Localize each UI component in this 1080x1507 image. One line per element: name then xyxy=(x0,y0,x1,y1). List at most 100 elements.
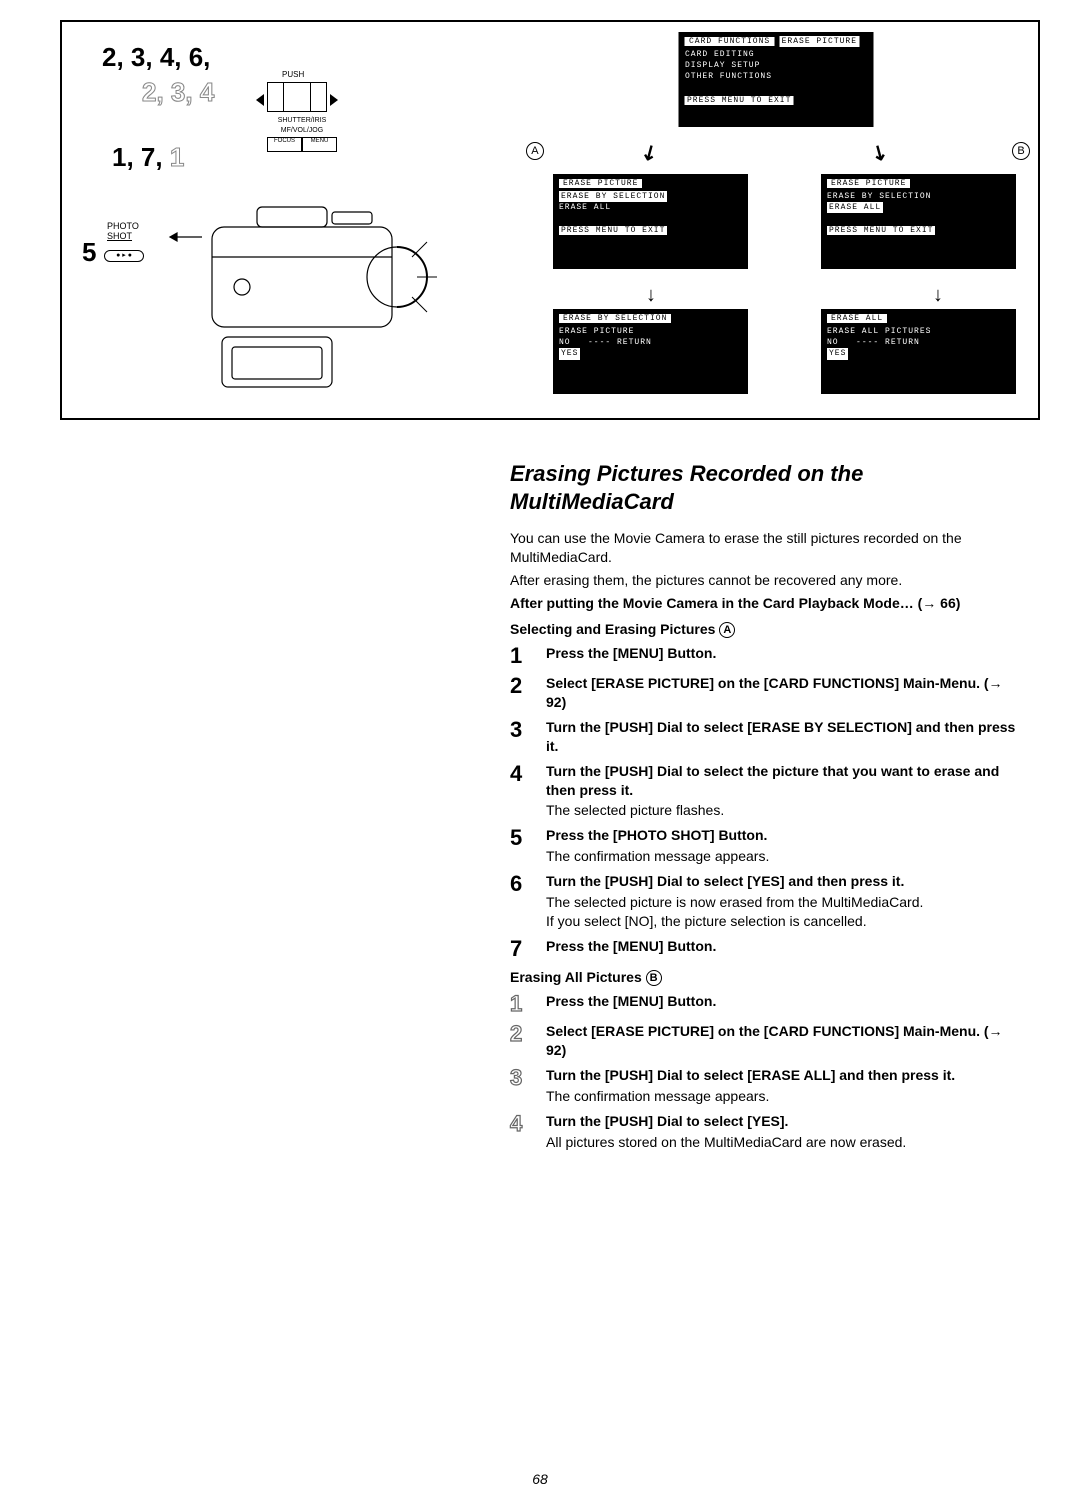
dial-left-arrow-icon xyxy=(256,94,264,106)
step-reference-5: 5 xyxy=(82,237,96,268)
step-a5-text: Press the [PHOTO SHOT] Button. xyxy=(546,827,767,843)
steps-list-a: 1 Press the [MENU] Button. 2 Select [ERA… xyxy=(510,644,1020,961)
menu-b2-no-line: NO ---- RETURN xyxy=(827,337,1010,348)
step-a3: 3 Turn the [PUSH] Dial to select [ERASE … xyxy=(510,718,1020,756)
step-b3-text: Turn the [PUSH] Dial to select [ERASE AL… xyxy=(546,1067,955,1083)
menu-a2-no-line: NO ---- RETURN xyxy=(559,337,742,348)
step-a1-number: 1 xyxy=(510,644,546,668)
step-b2-text: Select [ERASE PICTURE] on the [CARD FUNC… xyxy=(546,1023,1003,1058)
step-b3: 3 Turn the [PUSH] Dial to select [ERASE … xyxy=(510,1066,1020,1106)
dial-right-arrow-icon xyxy=(330,94,338,106)
step-a4-number: 4 xyxy=(510,762,546,821)
step-b3-note: The confirmation message appears. xyxy=(546,1087,955,1106)
figure-left: 2, 3, 4, 6, 2, 3, 4 1, 7, 1 5 PHOTO SHOT… xyxy=(62,22,511,418)
menu-top-header: CARD FUNCTIONS xyxy=(685,37,774,46)
step-a6: 6 Turn the [PUSH] Dial to select [YES] a… xyxy=(510,872,1020,931)
menu-top-item-2: DISPLAY SETUP xyxy=(685,60,868,71)
step-a5: 5 Press the [PHOTO SHOT] Button. The con… xyxy=(510,826,1020,866)
menu-b1-item-1: ERASE ALL xyxy=(827,202,883,213)
step-a3-number: 3 xyxy=(510,718,546,756)
subhead-b-text: Erasing All Pictures xyxy=(510,969,642,985)
subhead-b-circle-icon: B xyxy=(646,970,662,986)
step-reference-17-solid: 1, 7, xyxy=(112,142,163,172)
menu-a1-exit: PRESS MENU TO EXIT xyxy=(559,226,667,235)
menu-top-item-3: OTHER FUNCTIONS xyxy=(685,71,868,82)
menu-b1-item-0: ERASE BY SELECTION xyxy=(827,191,1010,202)
menu-b2-no: NO xyxy=(827,338,839,347)
menu-a2-line1: ERASE PICTURE xyxy=(559,326,742,337)
focus-label: FOCUS xyxy=(267,137,302,152)
step-a7: 7 Press the [MENU] Button. xyxy=(510,937,1020,961)
step-a4: 4 Turn the [PUSH] Dial to select the pic… xyxy=(510,762,1020,821)
menu-top-exit: PRESS MENU TO EXIT xyxy=(685,96,793,105)
steps-list-b: 1 Press the [MENU] Button. 2 Select [ERA… xyxy=(510,992,1020,1152)
figure-right-menus: CARD FUNCTIONS ERASE PICTURE CARD EDITIN… xyxy=(511,22,1038,418)
subhead-a-text: Selecting and Erasing Pictures xyxy=(510,621,715,637)
photo-shot-button-icon: ● ▸ ● xyxy=(104,250,144,262)
menu-top-item-1: CARD EDITING xyxy=(685,49,868,60)
photo-shot-label: PHOTO SHOT xyxy=(107,222,139,242)
step-a2-number: 2 xyxy=(510,674,546,712)
menu-b2-line1: ERASE ALL PICTURES xyxy=(827,326,1010,337)
step-a5-number: 5 xyxy=(510,826,546,866)
step-reference-2346: 2, 3, 4, 6, xyxy=(102,42,210,73)
arrow-down-icon-right: ↓ xyxy=(933,284,943,307)
step-b1-number: 1 xyxy=(510,992,546,1016)
step-a3-text: Turn the [PUSH] Dial to select [ERASE BY… xyxy=(546,719,1015,754)
step-b3-number: 3 xyxy=(510,1066,546,1106)
step-a5-note: The confirmation message appears. xyxy=(546,847,769,866)
push-label: PUSH xyxy=(282,70,304,79)
subhead-a-circle-icon: A xyxy=(719,622,735,638)
menu-a2-yes: YES xyxy=(559,348,580,359)
step-b2-number: 2 xyxy=(510,1022,546,1060)
step-a4-note: The selected picture flashes. xyxy=(546,801,1020,820)
subhead-b: Erasing All Pictures B xyxy=(510,969,1020,986)
step-a7-text: Press the [MENU] Button. xyxy=(546,938,716,954)
step-reference-1-outline: 1 xyxy=(170,142,184,172)
page-number: 68 xyxy=(532,1471,548,1487)
shot-label: SHOT xyxy=(107,232,139,242)
menu-card-functions: CARD FUNCTIONS ERASE PICTURE CARD EDITIN… xyxy=(679,32,874,127)
intro-p2: After erasing them, the pictures cannot … xyxy=(510,571,1020,590)
menu-erase-picture-a: ERASE PICTURE ERASE BY SELECTION ERASE A… xyxy=(553,174,748,269)
menu-top-item-0: ERASE PICTURE xyxy=(780,36,859,47)
menu-b2-dash: ---- RETURN xyxy=(856,338,920,347)
step-a2: 2 Select [ERASE PICTURE] on the [CARD FU… xyxy=(510,674,1020,712)
step-a6-number: 6 xyxy=(510,872,546,931)
step-b4-note: All pictures stored on the MultiMediaCar… xyxy=(546,1133,906,1152)
subhead-a: Selecting and Erasing Pictures A xyxy=(510,621,1020,638)
step-b4-text: Turn the [PUSH] Dial to select [YES]. xyxy=(546,1113,788,1129)
dial-bottom-labels: FOCUS MENU xyxy=(267,137,337,152)
arrow-down-left-icon: ↙ xyxy=(636,137,663,167)
menu-erase-by-selection: ERASE BY SELECTION ERASE PICTURE NO ----… xyxy=(553,309,748,394)
menu-b2-header: ERASE ALL xyxy=(827,314,887,323)
menu-a1-item-1: ERASE ALL xyxy=(559,202,742,213)
step-a6-text: Turn the [PUSH] Dial to select [YES] and… xyxy=(546,873,904,889)
menu-a2-no: NO xyxy=(559,338,571,347)
camcorder-illustration xyxy=(162,187,462,397)
step-b4-number: 4 xyxy=(510,1112,546,1152)
step-b4: 4 Turn the [PUSH] Dial to select [YES]. … xyxy=(510,1112,1020,1152)
mfvol-label: MF/VOL/JOG xyxy=(272,127,332,134)
menu-erase-picture-b: ERASE PICTURE ERASE BY SELECTION ERASE A… xyxy=(821,174,1016,269)
arrow-down-right-icon: ↘ xyxy=(866,137,893,167)
menu-b1-exit: PRESS MENU TO EXIT xyxy=(827,226,935,235)
step-a4-text: Turn the [PUSH] Dial to select the pictu… xyxy=(546,763,999,798)
menu-erase-all: ERASE ALL ERASE ALL PICTURES NO ---- RET… xyxy=(821,309,1016,394)
circle-b-icon: B xyxy=(1012,142,1030,160)
menu-label: MENU xyxy=(302,137,337,152)
menu-b1-header: ERASE PICTURE xyxy=(827,179,910,188)
step-a6-note: The selected picture is now erased from … xyxy=(546,893,923,931)
section-title: Erasing Pictures Recorded on the MultiMe… xyxy=(510,460,1020,515)
dial-box-icon xyxy=(267,82,327,112)
step-b1-text: Press the [MENU] Button. xyxy=(546,993,716,1009)
shutter-label: SHUTTER/IRIS xyxy=(262,117,342,124)
step-a1: 1 Press the [MENU] Button. xyxy=(510,644,1020,668)
step-b2: 2 Select [ERASE PICTURE] on the [CARD FU… xyxy=(510,1022,1020,1060)
circle-a-icon: A xyxy=(526,142,544,160)
push-dial-diagram: PUSH SHUTTER/IRIS MF/VOL/JOG FOCUS MENU xyxy=(252,82,342,147)
menu-a1-header: ERASE PICTURE xyxy=(559,179,642,188)
arrow-down-icon-left: ↓ xyxy=(646,284,656,307)
menu-a1-item-0: ERASE BY SELECTION xyxy=(559,191,667,202)
step-a7-number: 7 xyxy=(510,937,546,961)
